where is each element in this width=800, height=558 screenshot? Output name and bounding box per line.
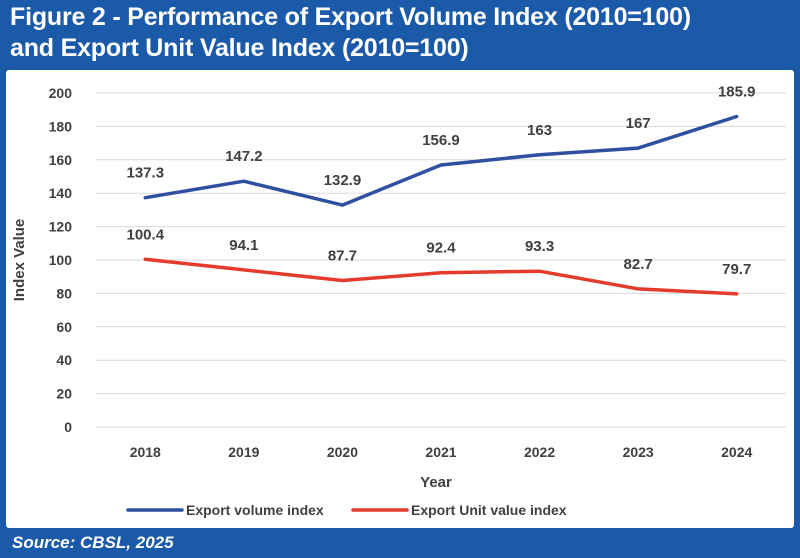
legend-label: Export Unit value index <box>411 502 567 518</box>
legend: Export volume index Export Unit value ind… <box>126 502 567 518</box>
y-tick-label: 20 <box>56 386 72 402</box>
data-label: 132.9 <box>324 172 362 189</box>
data-label: 163 <box>527 122 552 139</box>
y-axis-ticks: 0 20 40 60 80 100 120 140 160 180 200 <box>49 85 73 435</box>
data-label: 79.7 <box>722 261 751 278</box>
x-tick-label: 2022 <box>524 444 555 460</box>
gridlines <box>96 92 786 428</box>
data-label: 100.4 <box>127 226 165 243</box>
x-tick-label: 2018 <box>130 444 161 460</box>
y-tick-label: 160 <box>49 152 73 168</box>
x-tick-label: 2021 <box>425 444 456 460</box>
data-label: 156.9 <box>422 132 460 149</box>
y-tick-label: 40 <box>56 352 72 368</box>
data-labels: 137.3 147.2 132.9 156.9 163 167 185.9 100.4 94.1… <box>127 84 756 278</box>
y-tick-label: 80 <box>56 285 72 301</box>
x-axis-title: Year <box>420 474 452 491</box>
x-tick-label: 2020 <box>327 444 358 460</box>
y-tick-label: 200 <box>49 85 73 101</box>
data-label: 167 <box>626 115 651 132</box>
data-label: 147.2 <box>225 148 263 165</box>
y-tick-label: 60 <box>56 319 72 335</box>
figure-title-line-1: Figure 2 - Performance of Export Volume … <box>10 3 691 31</box>
y-axis-title: Index Value <box>11 219 28 302</box>
data-label: 185.9 <box>718 84 756 101</box>
data-label: 94.1 <box>229 237 258 254</box>
x-tick-label: 2019 <box>228 444 259 460</box>
y-tick-label: 100 <box>49 252 73 268</box>
x-axis-ticks: 2018 2019 2020 2021 2022 2023 2024 <box>130 444 753 460</box>
line-chart: 0 20 40 60 80 100 120 140 160 180 200 2018 2019 2020… <box>11 84 786 518</box>
series-line <box>143 114 739 207</box>
series-lines <box>143 114 739 296</box>
data-label: 92.4 <box>426 240 456 257</box>
x-tick-label: 2023 <box>623 444 654 460</box>
y-tick-label: 140 <box>49 185 73 201</box>
data-label: 82.7 <box>624 256 653 273</box>
x-tick-label: 2024 <box>721 444 752 460</box>
source-note: Source: CBSL, 2025 <box>12 533 174 552</box>
data-label: 137.3 <box>127 165 165 182</box>
series-line <box>143 257 739 296</box>
figure-title: Figure 2 - Performance of Export Volume … <box>10 2 795 68</box>
chart-panel: 0 20 40 60 80 100 120 140 160 180 200 2018 2019 2020… <box>6 70 794 528</box>
y-tick-label: 0 <box>64 419 72 435</box>
figure-title-line-2: and Export Unit Value Index (2010=100) <box>10 34 469 62</box>
y-tick-label: 120 <box>49 219 73 235</box>
data-label: 87.7 <box>328 248 357 265</box>
legend-label: Export volume index <box>186 502 324 518</box>
data-label: 93.3 <box>525 238 554 255</box>
y-tick-label: 180 <box>49 118 73 134</box>
